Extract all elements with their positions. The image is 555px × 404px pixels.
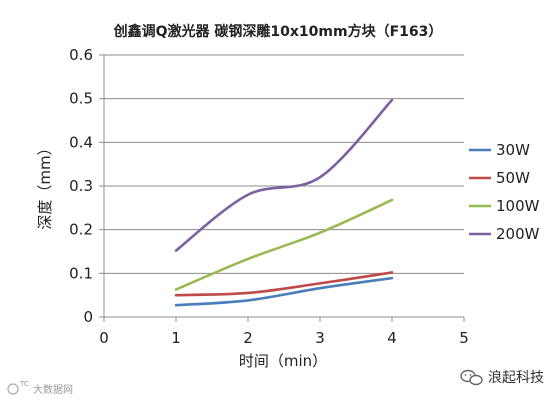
x-tick-label: 2 [243,329,253,347]
y-tick-label: 0 [83,308,93,326]
y-tick-label: 0.4 [69,133,93,151]
x-tick-label: 5 [459,329,469,347]
watermark-text: 大数据网 [33,383,73,396]
y-tick-label: 0.3 [69,177,93,195]
y-tick-label: 0.1 [69,264,93,282]
series-line-200w [174,98,394,252]
brand: 浪起科技 [460,369,544,386]
legend: 30W 50W 100W 200W [469,141,540,243]
series-line-30w [174,276,394,307]
series-lines [174,98,394,307]
svg-text:TC: TC [19,380,29,388]
y-axis-label: 深度（mm） [36,140,54,229]
wechat-icon [460,369,483,386]
legend-label-50w: 50W [496,169,530,187]
y-tick-label: 0.6 [69,46,93,64]
series-line-50w [174,271,394,297]
x-tick-label: 0 [99,329,109,347]
x-tick-label: 1 [171,329,181,347]
axes [99,54,465,322]
legend-label-100w: 100W [496,197,540,215]
legend-label-200w: 200W [496,225,540,243]
x-tick-label: 4 [387,329,397,347]
watermark-logo-icon: TC [7,380,29,395]
y-tick-label: 0.2 [69,221,93,239]
x-axis-label: 时间（min） [239,352,327,370]
watermark: TC 大数据网 [7,380,73,396]
chart-title: 创鑫调Q激光器 碳钢深雕10x10mm方块（F163） [113,23,443,40]
legend-label-30w: 30W [496,141,530,159]
x-tick-label: 3 [315,329,325,347]
x-tick-labels: 0 1 2 3 4 5 [99,329,469,347]
y-tick-labels: 0 0.1 0.2 0.3 0.4 0.5 0.6 [69,46,93,326]
y-tick-label: 0.5 [69,90,93,108]
series-line-100w [174,198,394,291]
grid [104,54,464,274]
brand-name: 浪起科技 [488,370,544,386]
